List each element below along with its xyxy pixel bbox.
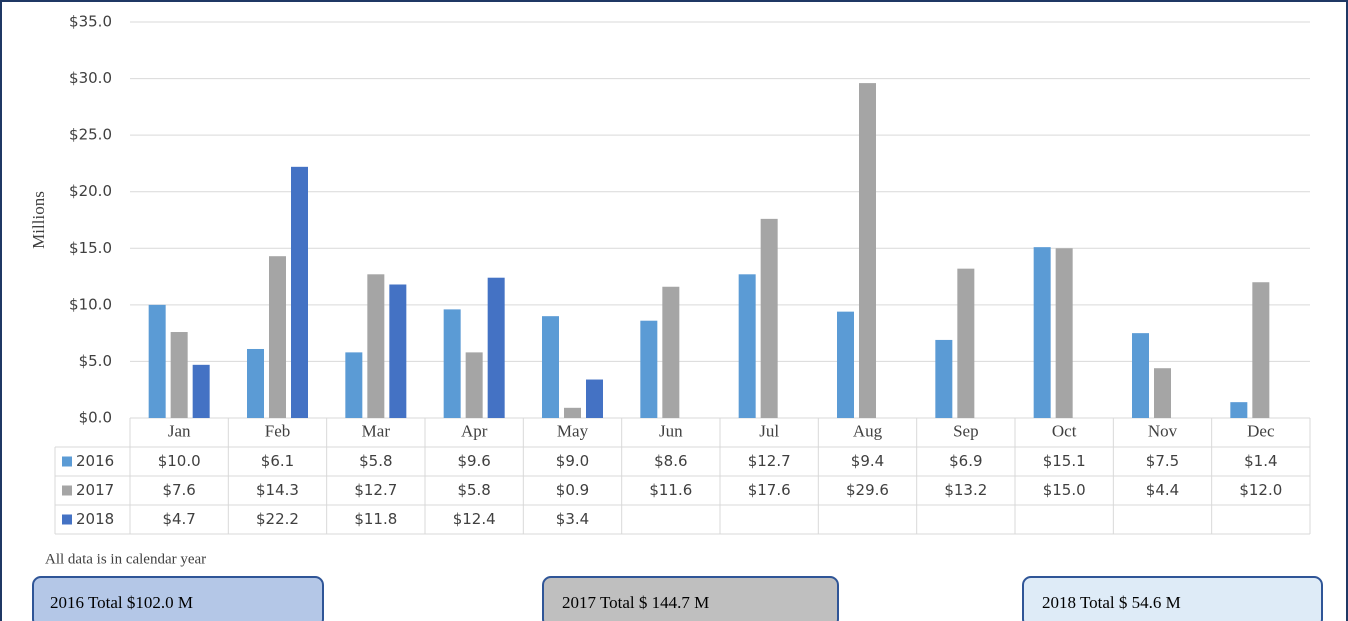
table-value: $12.7	[354, 481, 397, 499]
bar	[1055, 248, 1073, 418]
total-box	[32, 576, 324, 621]
table-value: $4.7	[162, 510, 195, 528]
table-value: $7.6	[162, 481, 195, 499]
table-value: $11.6	[649, 481, 692, 499]
note: All data is in calendar year	[45, 551, 206, 567]
bar	[564, 407, 581, 418]
legend-label: 2016	[76, 452, 114, 470]
table-value: $12.4	[453, 510, 496, 528]
table-value: $22.2	[256, 510, 299, 528]
table-value: $7.5	[1146, 452, 1179, 470]
table-value: $6.9	[949, 452, 982, 470]
y-tick-label: $5.0	[79, 352, 112, 370]
table-value: $29.6	[846, 481, 889, 499]
x-tick-label: Jun	[659, 421, 683, 440]
table-value: $12.0	[1239, 481, 1282, 499]
table-value: $5.8	[457, 481, 490, 499]
x-tick-label: Mar	[362, 421, 391, 440]
bar	[1154, 368, 1171, 418]
x-tick-label: Oct	[1052, 421, 1077, 440]
bar	[738, 274, 756, 418]
total-box	[1022, 576, 1323, 621]
y-axis-label: Millions	[29, 191, 48, 249]
table-value: $11.8	[354, 510, 397, 528]
bar	[957, 268, 975, 418]
bar	[192, 364, 210, 418]
bar	[1252, 282, 1270, 418]
x-tick-label: Jul	[759, 421, 779, 440]
y-tick-label: $25.0	[69, 126, 112, 144]
bar	[662, 286, 680, 418]
bar	[640, 320, 658, 418]
legend-key	[62, 514, 72, 525]
total-label: 2017 Total $ 144.7 M	[562, 593, 709, 612]
table-value: $9.6	[457, 452, 490, 470]
y-tick-label: $30.0	[69, 69, 112, 87]
bar	[586, 379, 603, 418]
table-value: $10.0	[158, 452, 201, 470]
x-tick-label: Apr	[461, 421, 488, 440]
total-label: 2016 Total $102.0 M	[50, 593, 193, 612]
bar	[465, 352, 483, 418]
bar	[487, 277, 505, 418]
x-tick-label: Sep	[953, 421, 979, 440]
table-value: $9.4	[851, 452, 884, 470]
y-tick-label: $35.0	[69, 13, 112, 31]
y-tick-label: $20.0	[69, 182, 112, 200]
table-value: $15.0	[1043, 481, 1086, 499]
table-value: $15.1	[1043, 452, 1086, 470]
bar	[148, 304, 166, 418]
bar	[837, 311, 854, 418]
legend-key	[62, 456, 72, 467]
table-value: $5.8	[359, 452, 392, 470]
table-value: $14.3	[256, 481, 299, 499]
legend-key	[62, 485, 72, 496]
table-value: $6.1	[261, 452, 294, 470]
bar	[1033, 247, 1051, 418]
y-tick-label: $0.0	[79, 409, 112, 427]
bar	[170, 332, 188, 418]
table-value: $8.6	[654, 452, 687, 470]
x-tick-label: Feb	[265, 421, 291, 440]
bar	[935, 339, 953, 418]
table-value: $4.4	[1146, 481, 1179, 499]
x-tick-label: Aug	[853, 421, 883, 440]
table-value: $9.0	[556, 452, 589, 470]
y-tick-label: $15.0	[69, 239, 112, 257]
bar	[443, 309, 461, 418]
y-tick-label: $10.0	[69, 295, 112, 313]
bar	[542, 316, 559, 418]
total-box	[542, 576, 839, 621]
total-label: 2018 Total $ 54.6 M	[1042, 593, 1181, 612]
bar	[345, 352, 363, 418]
bar	[247, 348, 264, 418]
bar	[269, 256, 286, 418]
bar	[1132, 333, 1149, 418]
bar	[760, 218, 778, 418]
table-value: $13.2	[944, 481, 987, 499]
table-value: $0.9	[556, 481, 589, 499]
x-tick-label: May	[557, 421, 589, 440]
legend-label: 2017	[76, 481, 114, 499]
table-value: $3.4	[556, 510, 589, 528]
x-tick-label: Dec	[1247, 421, 1275, 440]
bar	[367, 274, 385, 418]
legend-label: 2018	[76, 510, 114, 528]
bar	[291, 166, 308, 418]
bar	[859, 83, 876, 419]
bar	[1230, 402, 1248, 418]
table-value: $12.7	[748, 452, 791, 470]
x-tick-label: Nov	[1148, 421, 1178, 440]
table-value: $1.4	[1244, 452, 1277, 470]
table-value: $17.6	[748, 481, 791, 499]
x-tick-label: Jan	[168, 421, 191, 440]
bar	[389, 284, 407, 418]
